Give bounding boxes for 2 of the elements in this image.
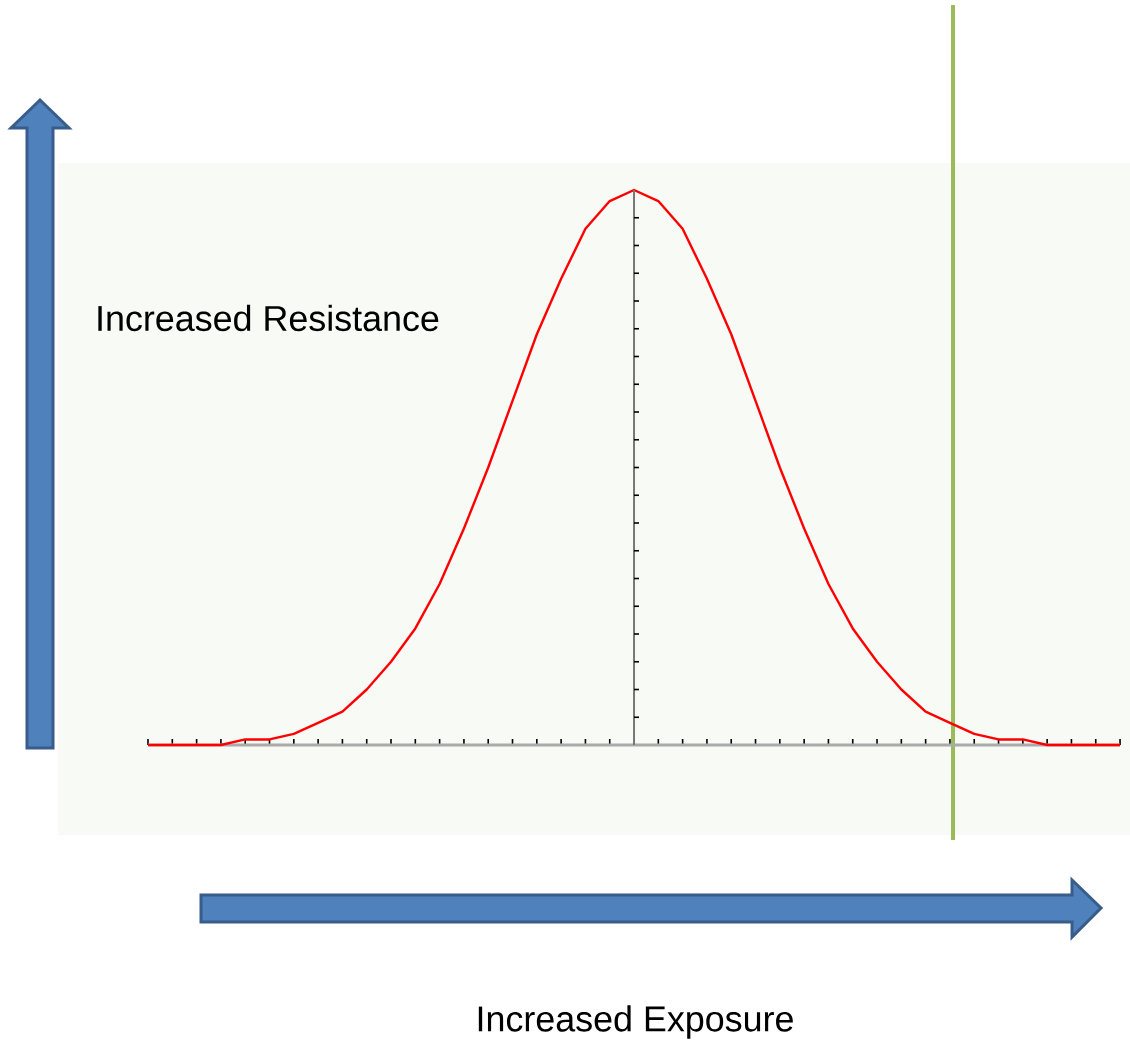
y-axis-title: Increased Resistance <box>98 304 439 332</box>
text: Increased Exposure <box>478 1005 793 1039</box>
